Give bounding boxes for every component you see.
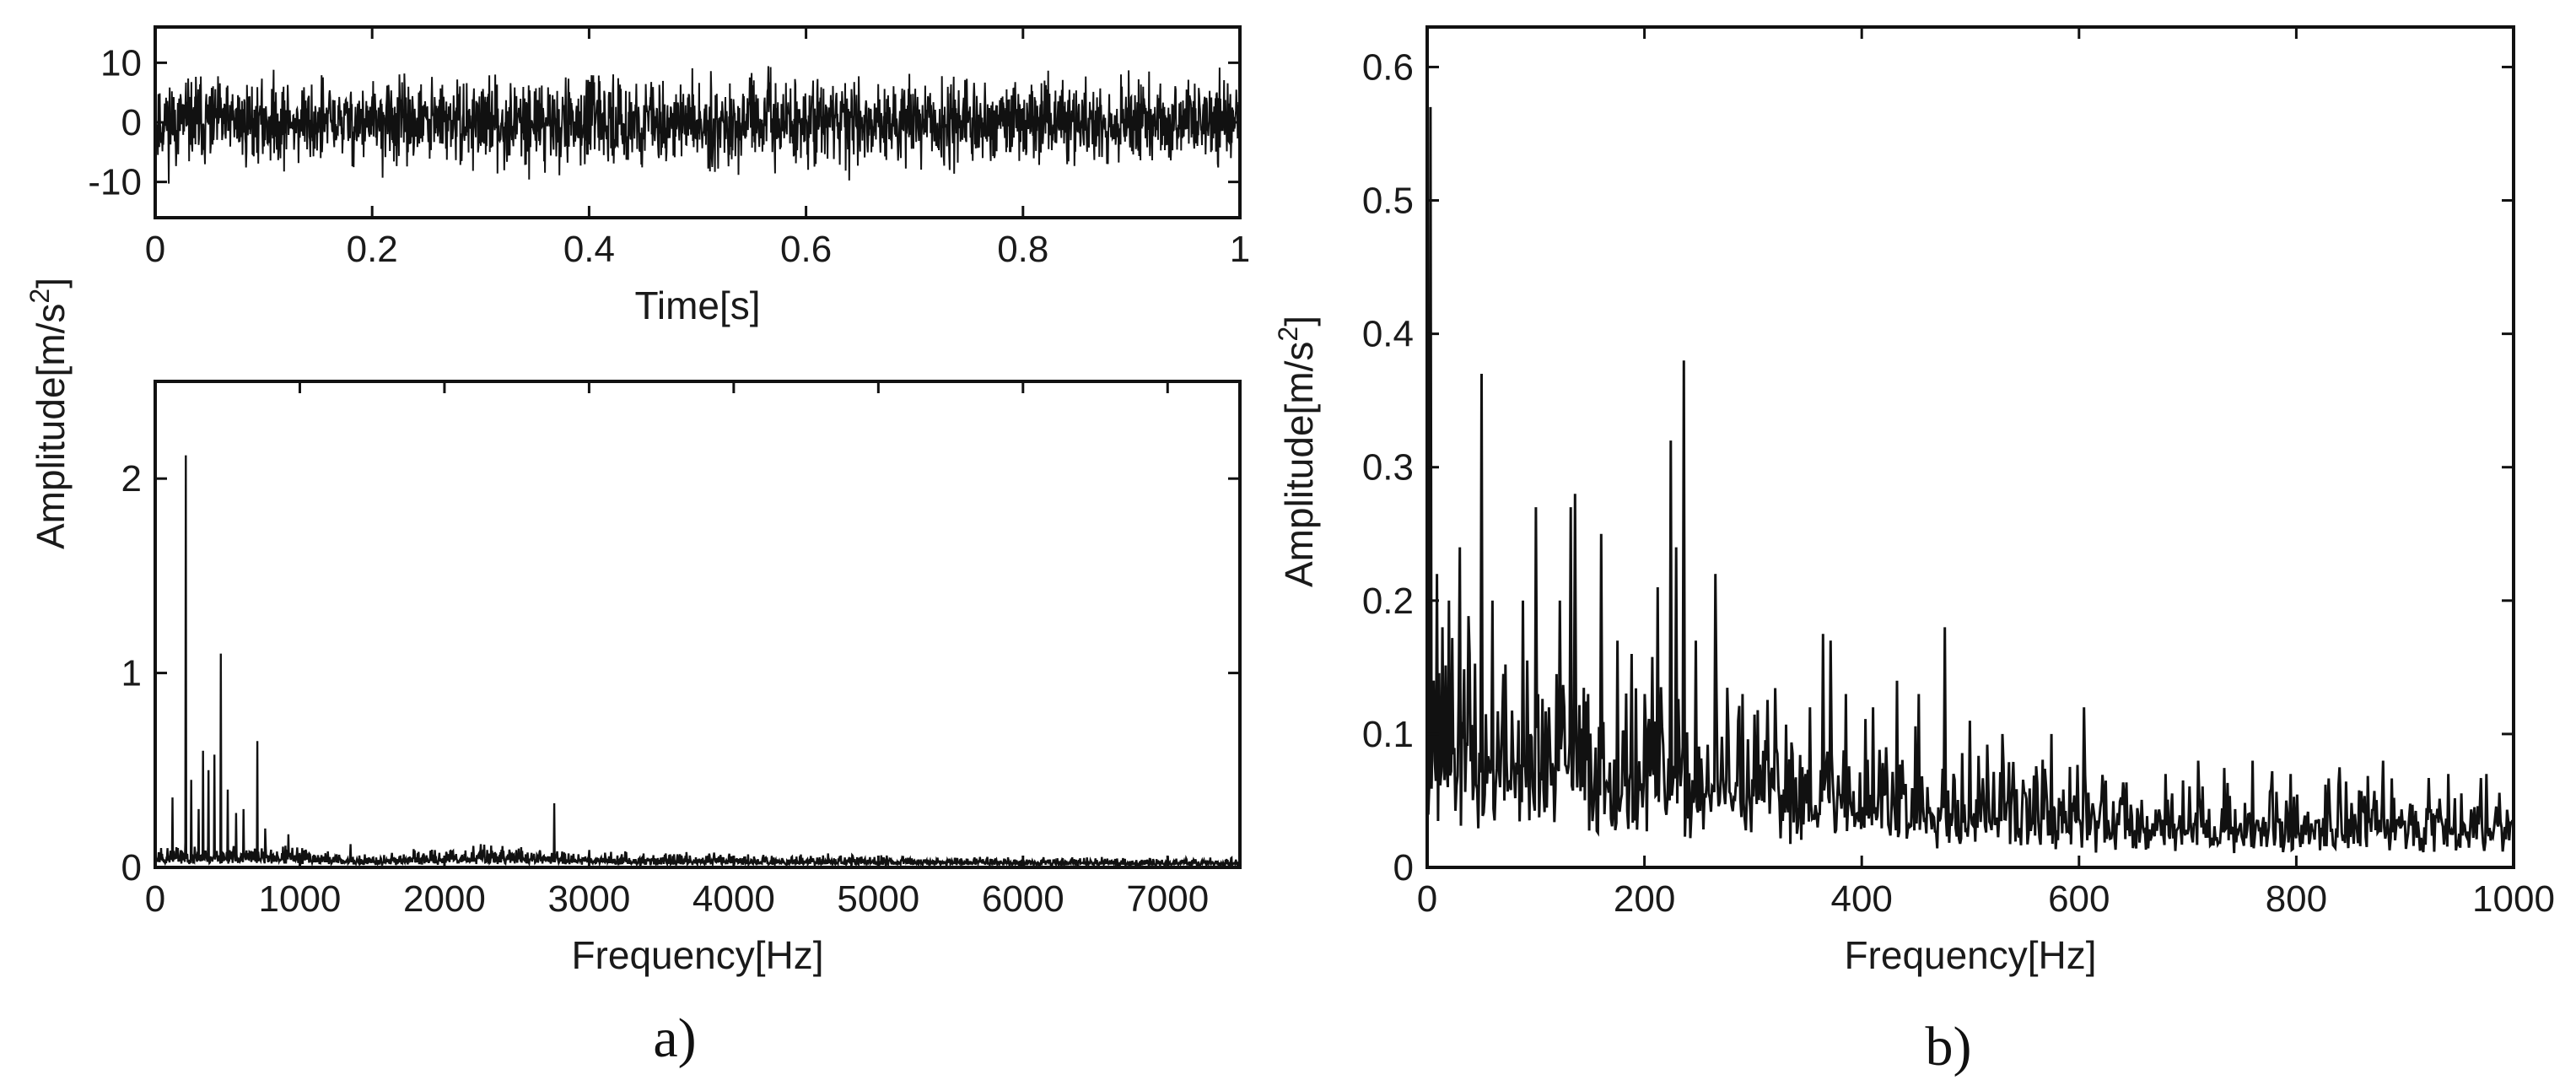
- x-tick-label: 600: [2048, 878, 2110, 920]
- x-tick-label: 0.2: [347, 229, 398, 270]
- y-tick-label: 0.6: [1362, 46, 1414, 88]
- x-tick-label: 1: [1230, 229, 1250, 270]
- x-tick-label: 0.8: [997, 229, 1048, 270]
- x-tick-label: 0: [145, 229, 165, 270]
- y-tick-label: 0: [1393, 847, 1414, 888]
- x-tick-label: 400: [1830, 878, 1892, 920]
- panel-a-ylabel: Amplitude[m/s2]: [24, 278, 73, 549]
- x-tick-label: 0: [145, 878, 165, 920]
- x-axis-label: Frequency[Hz]: [571, 933, 823, 977]
- x-tick-label: 0: [1417, 878, 1437, 920]
- y-tick-label: 2: [121, 458, 142, 500]
- panel-b-ylabel: Amplitude[m/s2]: [1273, 316, 1321, 587]
- y-tick-label: 0.1: [1362, 714, 1414, 755]
- x-tick-label: 1000: [2472, 878, 2555, 920]
- x-tick-label: 3000: [547, 878, 630, 920]
- y-tick-label: 1: [121, 653, 142, 694]
- x-tick-label: 2000: [403, 878, 486, 920]
- x-tick-label: 0.4: [563, 229, 615, 270]
- spectrum-chart-full: 0 1000 2000 3000 4000 5000 6000 7000 0 1 2 Frequenc…: [121, 380, 1242, 977]
- y-tick-label: 0: [121, 847, 142, 888]
- panel-label-b: b): [1926, 1016, 1972, 1077]
- panel-label-a: a): [653, 1007, 696, 1069]
- y-tick-label: 0: [121, 102, 142, 143]
- x-axis-label: Frequency[Hz]: [1844, 933, 2096, 977]
- y-tick-label: 0.5: [1362, 181, 1414, 222]
- x-tick-label: 4000: [693, 878, 775, 920]
- series-line-a-top: [155, 66, 1240, 184]
- spectrum-chart-zoomed: 0 200 400 600 800 1000 0 0.1 0.2 0.3 0.4 0.5 0.6 Freq…: [1362, 25, 2555, 977]
- y-tick-label: 10: [100, 42, 142, 84]
- plot-frame-a-bottom: [154, 380, 1242, 869]
- x-tick-label: 6000: [982, 878, 1064, 920]
- x-tick-label: 7000: [1126, 878, 1209, 920]
- plot-frame-b: [1425, 25, 2515, 869]
- x-tick-label: 5000: [837, 878, 919, 920]
- x-tick-label: 800: [2266, 878, 2327, 920]
- y-tick-label: -10: [88, 162, 142, 203]
- series-line-b: [1427, 106, 2514, 854]
- x-tick-label: 1000: [259, 878, 342, 920]
- series-line-a-bottom: [155, 455, 1240, 867]
- x-tick-label: 0.6: [780, 229, 832, 270]
- y-tick-label: 0.2: [1362, 581, 1414, 622]
- y-tick-label: 0.4: [1362, 314, 1414, 355]
- x-tick-label: 200: [1614, 878, 1675, 920]
- y-tick-label: 0.3: [1362, 447, 1414, 489]
- x-axis-label: Time[s]: [634, 284, 760, 327]
